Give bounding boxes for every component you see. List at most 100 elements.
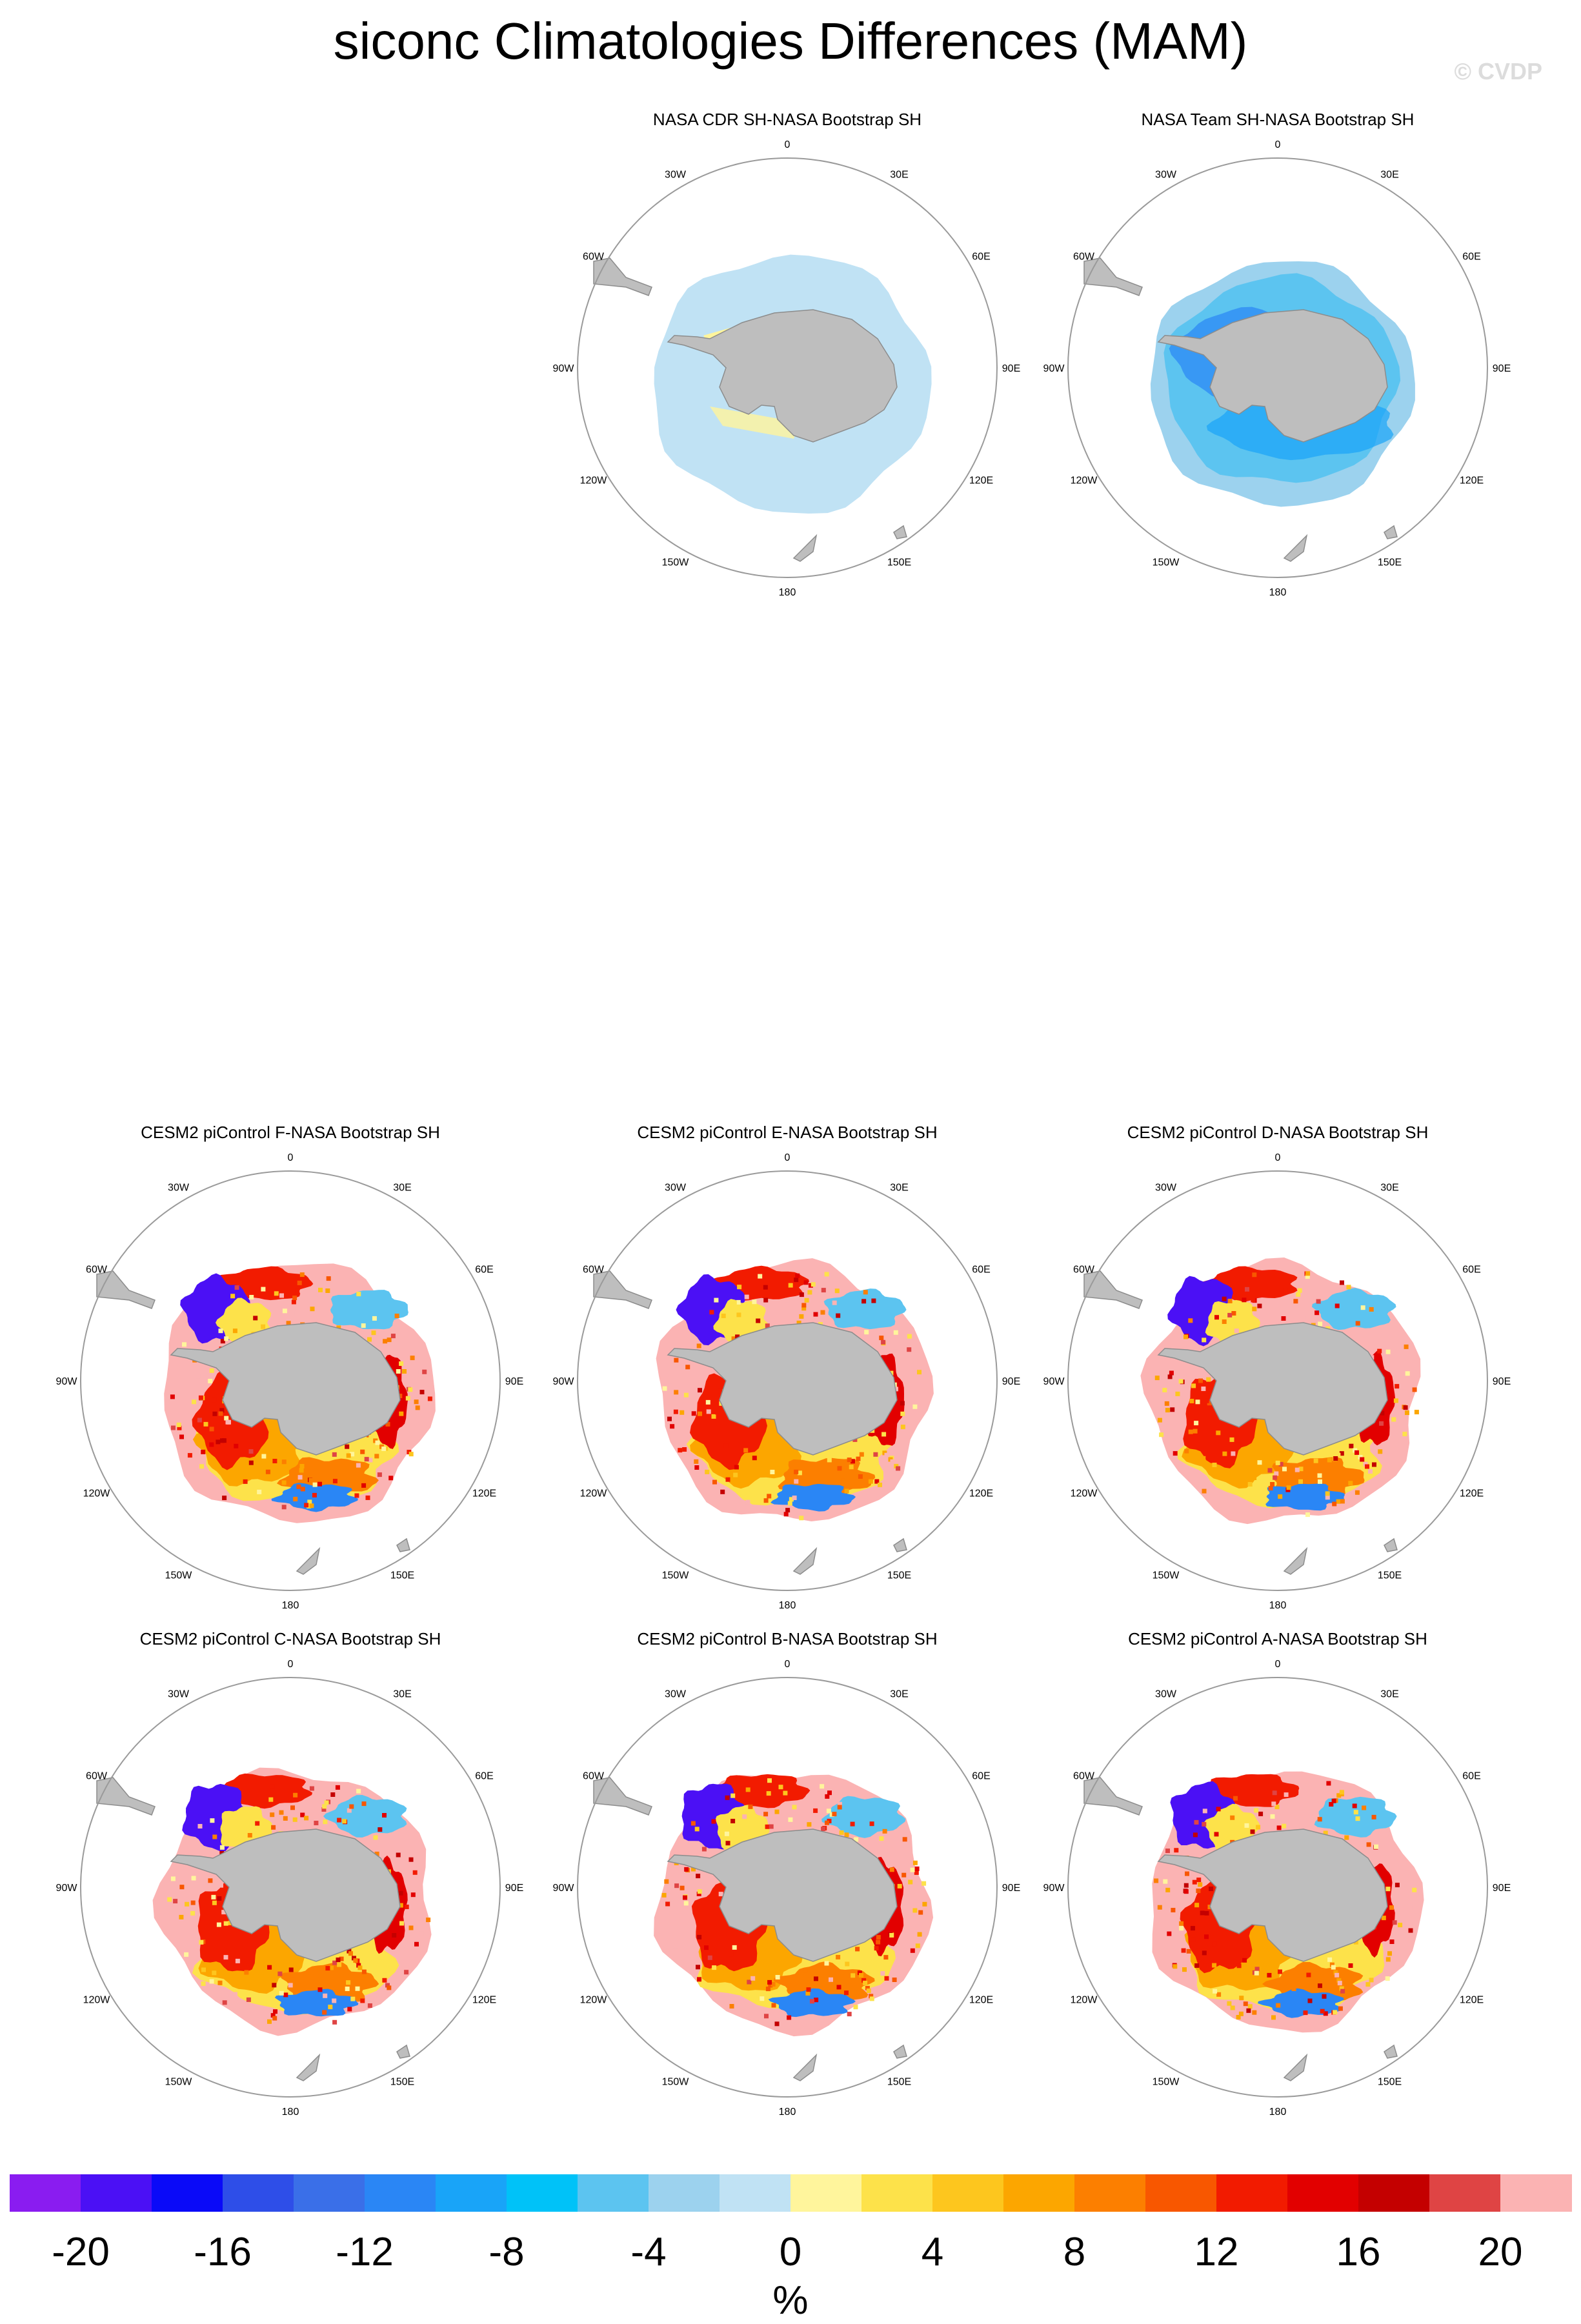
longitude-label: 120E bbox=[472, 1995, 496, 2006]
longitude-label: 30W bbox=[1155, 170, 1177, 181]
colorbar-swatch bbox=[720, 2174, 791, 2212]
colorbar-tick-label: 4 bbox=[921, 2230, 944, 2274]
colorbar-tick-label: 0 bbox=[779, 2230, 802, 2274]
map-boundary bbox=[80, 1170, 501, 1591]
longitude-label: 180 bbox=[1269, 587, 1287, 598]
polar-map: 0 30E 60E 90E 120E 150E 180 150W 120W 90W 60W 30W bbox=[56, 1152, 524, 1611]
longitude-label: 0 bbox=[288, 1659, 294, 1670]
longitude-label: 150W bbox=[165, 2077, 193, 2088]
longitude-label: 30E bbox=[1380, 170, 1398, 181]
map-boundary bbox=[80, 1677, 501, 2098]
colorbar-tick-label: -4 bbox=[630, 2230, 667, 2274]
antarctica-landmass bbox=[170, 1828, 401, 1962]
longitude-label: 90W bbox=[553, 1883, 575, 1894]
longitude-label: 120W bbox=[83, 1488, 111, 1499]
colorbar-swatch bbox=[436, 2174, 507, 2212]
credit-watermark: © CVDP bbox=[1454, 58, 1542, 85]
longitude-label: 120E bbox=[1460, 1488, 1484, 1499]
panel-title: CESM2 piControl A-NASA Bootstrap SH bbox=[1128, 1629, 1427, 1648]
panel-title: CESM2 piControl E-NASA Bootstrap SH bbox=[637, 1123, 938, 1142]
longitude-label: 120E bbox=[472, 1488, 496, 1499]
polar-map: 0 30E 60E 90E 120E 150E 180 150W 120W 90W 60W 30W bbox=[1043, 1659, 1511, 2118]
antarctica-landmass bbox=[667, 1828, 898, 1962]
longitude-label: 30W bbox=[1155, 1689, 1177, 1700]
longitude-label: 90W bbox=[1043, 1376, 1065, 1387]
colorbar-swatch bbox=[1429, 2174, 1501, 2212]
map-panel: NASA Team SH-NASA Bootstrap SH 0 30E 60E 90E… bbox=[1039, 110, 1516, 600]
colorbar-swatch bbox=[1358, 2174, 1430, 2212]
longitude-label: 30W bbox=[665, 170, 687, 181]
tasmania-landmass bbox=[893, 1538, 907, 1552]
longitude-label: 90E bbox=[1493, 1376, 1511, 1387]
longitude-label: 120E bbox=[969, 1995, 993, 2006]
panel-title: CESM2 piControl D-NASA Bootstrap SH bbox=[1127, 1123, 1429, 1142]
longitude-label: 150E bbox=[390, 2077, 414, 2088]
antarctica-landmass bbox=[667, 309, 898, 443]
map-panel: NASA CDR SH-NASA Bootstrap SH 0 30E 60E 90E 1… bbox=[549, 110, 1026, 600]
tasmania-landmass bbox=[1384, 2044, 1398, 2059]
longitude-label: 30W bbox=[665, 1689, 687, 1700]
longitude-label: 120W bbox=[580, 1995, 608, 2006]
longitude-label: 150E bbox=[887, 2077, 911, 2088]
colorbar-swatch bbox=[932, 2174, 1004, 2212]
new-zealand-landmass bbox=[792, 2053, 818, 2081]
longitude-label: 120W bbox=[1071, 1488, 1098, 1499]
colorbar-swatch bbox=[10, 2174, 81, 2212]
new-zealand-landmass bbox=[296, 2053, 321, 2081]
colorbar-swatch bbox=[578, 2174, 649, 2212]
polar-map: 0 30E 60E 90E 120E 150E 180 150W 120W 90W 60W 30W bbox=[1043, 139, 1511, 598]
longitude-label: 120W bbox=[1071, 476, 1098, 486]
map-panel: CESM2 piControl F-NASA Bootstrap SH 0 30E 6… bbox=[52, 1123, 529, 1613]
longitude-label: 60W bbox=[583, 1771, 605, 1782]
longitude-label: 60W bbox=[1073, 252, 1095, 263]
tasmania-landmass bbox=[893, 2044, 907, 2059]
colorbar-swatch bbox=[649, 2174, 720, 2212]
colorbar-swatch bbox=[1287, 2174, 1359, 2212]
longitude-label: 120W bbox=[580, 1488, 608, 1499]
longitude-label: 30E bbox=[1380, 1183, 1398, 1194]
south-america-landmass bbox=[593, 257, 652, 296]
polar-map: 0 30E 60E 90E 120E 150E 180 150W 120W 90W 60W 30W bbox=[553, 1152, 1021, 1611]
map-panel: CESM2 piControl E-NASA Bootstrap SH 0 30E 6… bbox=[549, 1123, 1026, 1613]
longitude-label: 90W bbox=[553, 1376, 575, 1387]
new-zealand-landmass bbox=[1283, 534, 1308, 562]
colorbar-swatch bbox=[1074, 2174, 1146, 2212]
longitude-label: 180 bbox=[1269, 1600, 1287, 1611]
longitude-label: 0 bbox=[1275, 139, 1281, 150]
polar-map: 0 30E 60E 90E 120E 150E 180 150W 120W 90W 60W 30W bbox=[553, 1659, 1021, 2118]
longitude-label: 180 bbox=[779, 1600, 796, 1611]
polar-map: 0 30E 60E 90E 120E 150E 180 150W 120W 90W 60W 30W bbox=[553, 139, 1021, 598]
south-america-landmass bbox=[593, 1777, 652, 1816]
colorbar-tick-label: -8 bbox=[488, 2230, 525, 2274]
antarctica-landmass bbox=[1157, 309, 1388, 443]
panel-title: CESM2 piControl B-NASA Bootstrap SH bbox=[637, 1629, 938, 1648]
map-panel: CESM2 piControl D-NASA Bootstrap SH 0 30E 6… bbox=[1039, 1123, 1516, 1613]
colorbar-swatch bbox=[294, 2174, 365, 2212]
colorbar-swatch bbox=[861, 2174, 933, 2212]
longitude-label: 90W bbox=[1043, 363, 1065, 374]
longitude-label: 150E bbox=[887, 1570, 911, 1581]
longitude-label: 180 bbox=[282, 1600, 299, 1611]
longitude-label: 120W bbox=[1071, 1995, 1098, 2006]
tasmania-landmass bbox=[1384, 1538, 1398, 1552]
map-boundary bbox=[1067, 1677, 1488, 2098]
colorbar-swatch bbox=[1216, 2174, 1288, 2212]
longitude-label: 60E bbox=[972, 1265, 990, 1276]
longitude-label: 60W bbox=[86, 1771, 108, 1782]
longitude-label: 0 bbox=[785, 1659, 790, 1670]
longitude-label: 60E bbox=[475, 1771, 493, 1782]
tasmania-landmass bbox=[893, 525, 907, 539]
longitude-label: 60E bbox=[475, 1265, 493, 1276]
south-america-landmass bbox=[1083, 1270, 1143, 1309]
longitude-label: 90W bbox=[1043, 1883, 1065, 1894]
longitude-label: 60W bbox=[583, 252, 605, 263]
longitude-label: 120E bbox=[969, 476, 993, 486]
longitude-label: 180 bbox=[282, 2107, 299, 2118]
longitude-label: 180 bbox=[779, 2107, 796, 2118]
longitude-label: 120E bbox=[1460, 476, 1484, 486]
longitude-label: 30E bbox=[890, 1689, 908, 1700]
longitude-label: 90W bbox=[56, 1376, 78, 1387]
colorbar-tick-label: -16 bbox=[194, 2230, 252, 2274]
longitude-label: 90E bbox=[505, 1883, 523, 1894]
panel-title: NASA CDR SH-NASA Bootstrap SH bbox=[652, 110, 922, 129]
